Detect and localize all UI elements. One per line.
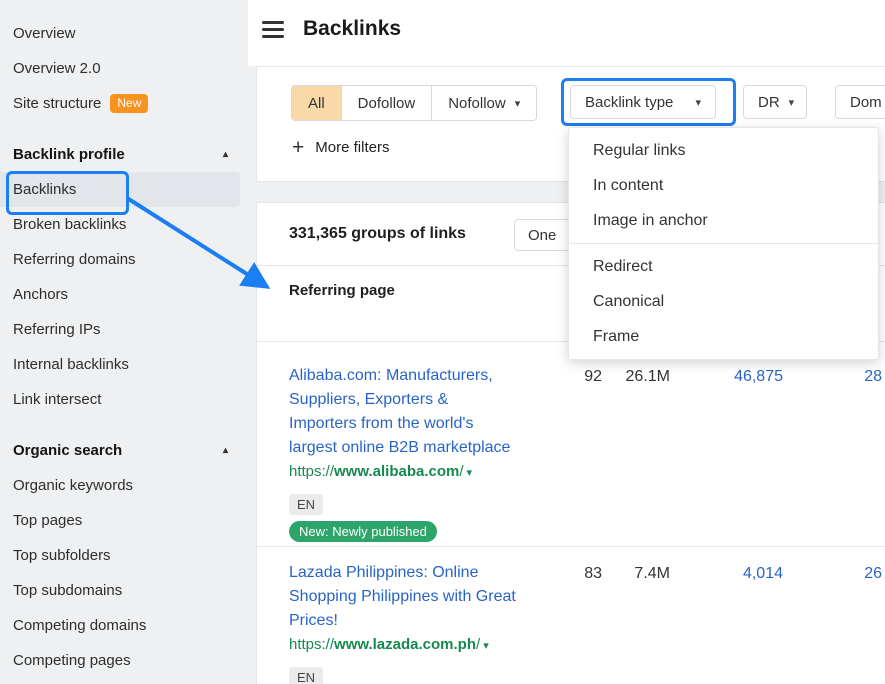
metric-value: 26.1M	[625, 368, 670, 385]
more-filters-button[interactable]: + More filters	[292, 136, 390, 159]
table-row: Alibaba.com: Manufacturers, Suppliers, E…	[257, 342, 885, 547]
caret-up-icon: ▴	[222, 149, 228, 160]
filter-nofollow-button[interactable]: Nofollow ▾	[431, 86, 537, 120]
referring-page-column-header: Referring page	[289, 282, 395, 299]
metric-link[interactable]: 46,875	[734, 368, 783, 385]
metric-value: 92	[584, 368, 602, 385]
newly-published-badge: New: Newly published	[289, 521, 437, 542]
sidebar-item-referring-domains[interactable]: Referring domains	[13, 251, 136, 268]
filter-dofollow-button[interactable]: Dofollow	[340, 86, 432, 120]
caret-down-icon: ▾	[695, 96, 701, 109]
sidebar-item-top-subfolders[interactable]: Top subfolders	[13, 547, 111, 564]
metric-value: 83	[584, 565, 602, 582]
referring-page-title-link[interactable]: Lazada Philippines: Online Shopping Phil…	[289, 564, 516, 629]
filters-panel: All Dofollow Nofollow ▾ Backlink type ▾ …	[256, 66, 885, 182]
backlink-type-dropdown-menu: Regular links In content Image in anchor…	[568, 127, 879, 360]
filter-all-button[interactable]: All	[292, 86, 341, 120]
metric-link[interactable]: 4,014	[742, 565, 783, 582]
menu-item-canonical[interactable]: Canonical	[593, 292, 665, 310]
main-header: Backlinks	[248, 0, 885, 66]
menu-item-in-content[interactable]: In content	[593, 176, 664, 194]
metric-value: 7.4M	[634, 565, 670, 582]
sidebar-item-overview[interactable]: Overview	[13, 25, 76, 42]
backlink-type-filter-button[interactable]: Backlink type ▾	[570, 85, 716, 119]
sidebar-item-internal-backlinks[interactable]: Internal backlinks	[13, 356, 129, 373]
follow-filter-group: All Dofollow Nofollow ▾	[291, 85, 538, 121]
sidebar-item-competing-pages[interactable]: Competing pages	[13, 652, 131, 669]
referring-page-url[interactable]: https://www.lazada.com.ph/▾	[289, 636, 489, 653]
sidebar-item-top-pages[interactable]: Top pages	[13, 512, 83, 529]
sidebar-section-organic-search[interactable]: Organic search ▴	[13, 442, 228, 459]
new-badge: New	[110, 94, 149, 113]
caret-down-icon: ▾	[514, 97, 521, 110]
sidebar-item-top-subdomains[interactable]: Top subdomains	[13, 582, 123, 599]
sidebar-item-referring-ips[interactable]: Referring IPs	[13, 321, 101, 338]
dr-filter-button[interactable]: DR ▾	[743, 85, 807, 119]
results-panel: 331,365 groups of links One Referring pa…	[256, 202, 885, 684]
caret-down-icon: ▾	[788, 96, 795, 109]
sidebar-item-backlinks[interactable]: Backlinks	[0, 172, 240, 207]
sidebar-item-broken-backlinks[interactable]: Broken backlinks	[13, 216, 127, 233]
menu-divider	[569, 243, 878, 244]
table-row: Lazada Philippines: Online Shopping Phil…	[257, 547, 885, 684]
sidebar-item-organic-keywords[interactable]: Organic keywords	[13, 477, 134, 494]
page-title: Backlinks	[303, 17, 402, 40]
caret-down-icon[interactable]: ▾	[483, 640, 489, 652]
groups-of-links-count: 331,365 groups of links	[289, 225, 466, 242]
sidebar-section-backlink-profile[interactable]: Backlink profile ▴	[13, 146, 228, 163]
sidebar: Overview Overview 2.0 Site structure New…	[0, 0, 248, 684]
language-badge: EN	[289, 667, 324, 684]
plus-icon: +	[292, 136, 305, 159]
metric-link[interactable]: 28	[864, 368, 882, 385]
caret-up-icon: ▴	[222, 445, 228, 456]
sidebar-item-link-intersect[interactable]: Link intersect	[13, 391, 102, 408]
referring-page-title-link[interactable]: Alibaba.com: Manufacturers, Suppliers, E…	[289, 367, 511, 456]
metric-link[interactable]: 26	[864, 565, 882, 582]
sidebar-item-competing-domains[interactable]: Competing domains	[13, 617, 147, 634]
menu-item-image-in-anchor[interactable]: Image in anchor	[593, 211, 708, 229]
menu-item-redirect[interactable]: Redirect	[593, 257, 653, 275]
referring-page-url[interactable]: https://www.alibaba.com/▾	[289, 463, 473, 480]
sidebar-item-site-structure[interactable]: Site structure New	[0, 86, 248, 121]
hamburger-menu-icon[interactable]	[262, 21, 284, 38]
caret-down-icon[interactable]: ▾	[466, 467, 473, 479]
sidebar-item-overview-2[interactable]: Overview 2.0	[13, 60, 101, 77]
menu-item-regular-links[interactable]: Regular links	[593, 141, 686, 159]
language-badge: EN	[289, 494, 324, 515]
sidebar-item-anchors[interactable]: Anchors	[13, 286, 69, 303]
domain-filter-button[interactable]: Dom	[835, 85, 885, 119]
menu-item-frame[interactable]: Frame	[593, 327, 640, 345]
